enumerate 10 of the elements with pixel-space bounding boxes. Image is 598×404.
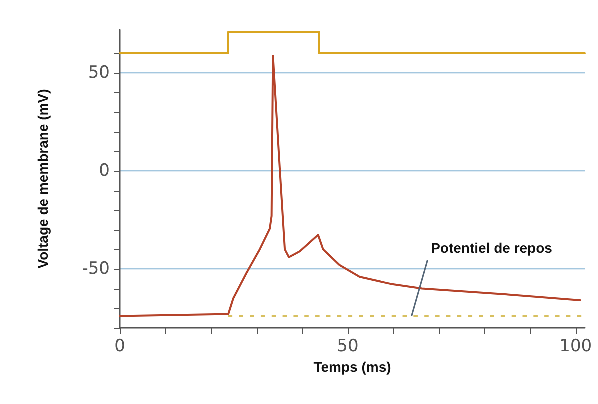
- x-tick-label: 100: [560, 336, 592, 356]
- x-tick-label: 50: [337, 336, 359, 356]
- x-axis-title: Temps (ms): [314, 358, 392, 375]
- y-tick-label: -50: [82, 259, 110, 280]
- y-tick-label: 0: [99, 161, 110, 182]
- line-series: [119, 55, 582, 318]
- x-tick-label: 0: [114, 336, 126, 356]
- y-axis-title: Voltage de membrane (mV): [35, 89, 51, 269]
- annotation: Potentiel de repos: [431, 240, 553, 256]
- y-tick-label: 50: [88, 63, 110, 84]
